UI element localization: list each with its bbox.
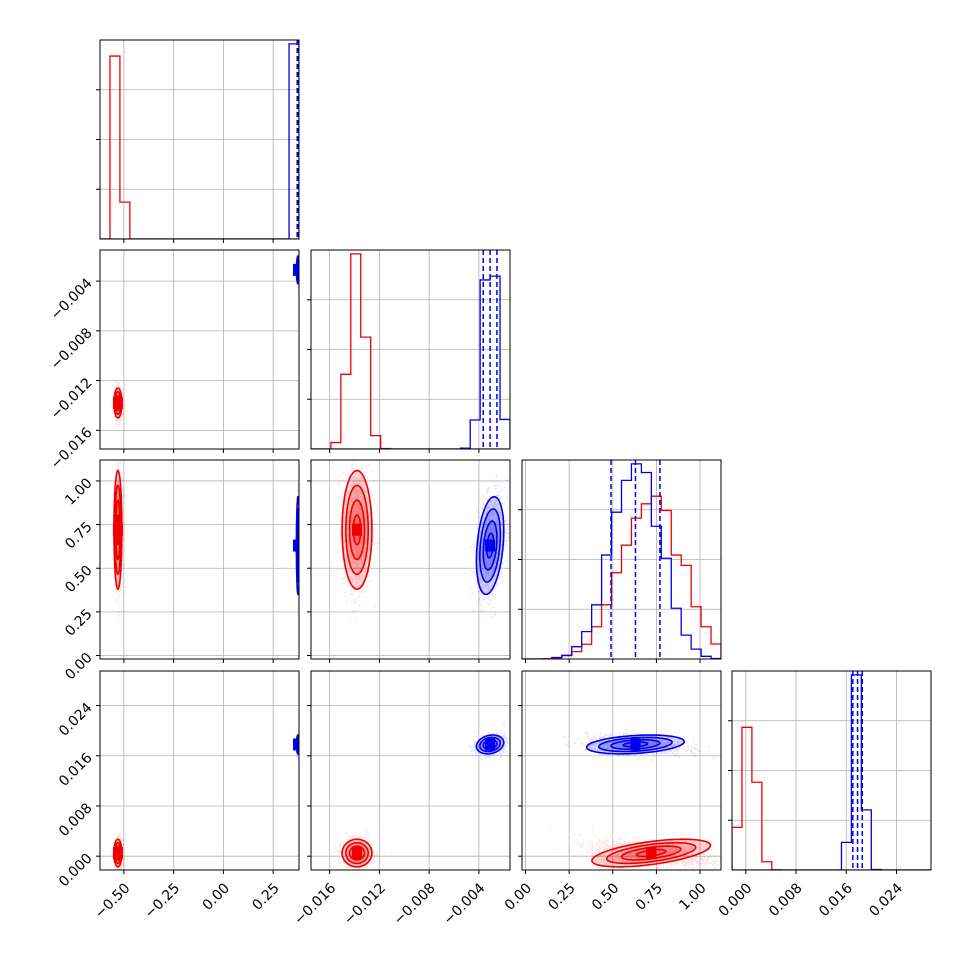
center-blue-1-0 — [293, 263, 299, 276]
xtick-label-3-2: 0.016 — [816, 880, 856, 920]
ytick-label-2-0: 0.00 — [62, 650, 95, 683]
scatter-red-3-2 — [550, 825, 720, 870]
xtick-label-2-3: 0.75 — [633, 880, 666, 913]
histogram-blue-2 — [522, 463, 721, 659]
ytick-label-2-3: 0.75 — [62, 519, 95, 552]
panel-3-3: 0.000 0.008 0.016 0.024 — [716, 670, 932, 920]
xtick-label-0-3: 0.25 — [249, 880, 282, 913]
center-red-1-0 — [112, 396, 123, 409]
center-blue-3-0 — [293, 738, 299, 751]
panel-3-0: 0.000 0.008 0.016 0.024 −0.50 −0.25 0.00 0.25 — [56, 670, 300, 922]
panel-3-2: 0.00 0.25 0.50 0.75 1.00 — [502, 670, 722, 914]
ytick-label-1-2: −0.008 — [48, 325, 96, 373]
center-red-3-2 — [646, 847, 657, 860]
histogram-red-0 — [100, 55, 299, 239]
xtick-label-1-0: −0.016 — [291, 880, 339, 928]
axes-frame-3-3 — [731, 670, 932, 871]
axes-frame-3-1 — [310, 670, 511, 871]
xtick-label-3-1: 0.008 — [766, 880, 806, 920]
panel-1-1 — [307, 249, 511, 453]
ytick-label-1-3: −0.004 — [48, 275, 96, 323]
center-red-2-1 — [352, 523, 363, 536]
ytick-label-3-2: 0.016 — [56, 750, 96, 790]
ytick-label-3-3: 0.024 — [56, 700, 96, 740]
ytick-label-1-1: −0.012 — [48, 375, 96, 423]
xtick-label-3-3: 0.024 — [866, 880, 906, 920]
ytick-label-2-2: 0.50 — [62, 563, 95, 596]
xtick-label-1-1: −0.012 — [341, 880, 389, 928]
panel-2-1 — [307, 459, 511, 663]
ytick-label-2-4: 1.00 — [62, 475, 95, 508]
panel-0-0 — [96, 39, 300, 243]
axes-frame-2-2 — [521, 459, 722, 660]
axes-frame-1-1 — [310, 249, 511, 450]
scatter-red-2-1 — [331, 461, 384, 621]
center-red-3-1 — [352, 847, 363, 860]
axes-frame-3-0 — [99, 670, 300, 871]
xtick-label-1-2: −0.008 — [391, 880, 439, 928]
histogram-red-3 — [732, 726, 931, 870]
center-blue-3-2 — [630, 738, 641, 751]
panel-3-1: −0.016 −0.012 −0.008 −0.004 — [291, 670, 511, 928]
center-blue-2-1 — [485, 539, 496, 552]
ytick-label-1-0: −0.016 — [48, 425, 96, 473]
axes-frame-0-0 — [99, 39, 300, 240]
axes-frame-3-2 — [521, 670, 722, 871]
xtick-label-0-1: −0.25 — [142, 880, 184, 922]
xtick-label-2-0: 0.00 — [502, 880, 535, 913]
panel-2-2 — [518, 459, 722, 663]
axes-frame-2-1 — [310, 459, 511, 660]
xtick-label-2-1: 0.25 — [545, 880, 578, 913]
xtick-label-2-2: 0.50 — [589, 880, 622, 913]
xtick-label-0-0: −0.50 — [92, 880, 134, 922]
xtick-label-0-2: 0.00 — [200, 880, 233, 913]
histogram-blue-3 — [732, 674, 931, 870]
center-red-2-0 — [112, 523, 123, 536]
xtick-label-2-4: 1.00 — [676, 880, 709, 913]
xtick-label-3-0: 0.000 — [716, 880, 756, 920]
ytick-label-3-0: 0.000 — [56, 851, 96, 891]
ytick-label-3-1: 0.008 — [56, 800, 96, 840]
panel-1-0: −0.016−0.012−0.008−0.004 — [48, 249, 300, 473]
center-blue-2-0 — [293, 539, 299, 552]
center-blue-3-1 — [485, 738, 496, 751]
center-red-3-0 — [112, 847, 123, 860]
xtick-label-1-3: −0.004 — [441, 880, 489, 928]
axes-frame-2-0 — [99, 459, 300, 660]
ytick-label-2-1: 0.25 — [62, 606, 95, 639]
scatter-blue-3-2 — [563, 728, 715, 761]
axes-frame-1-0 — [99, 249, 300, 450]
panel-2-0: 0.00 0.25 0.50 0.75 1.00 — [62, 459, 300, 683]
